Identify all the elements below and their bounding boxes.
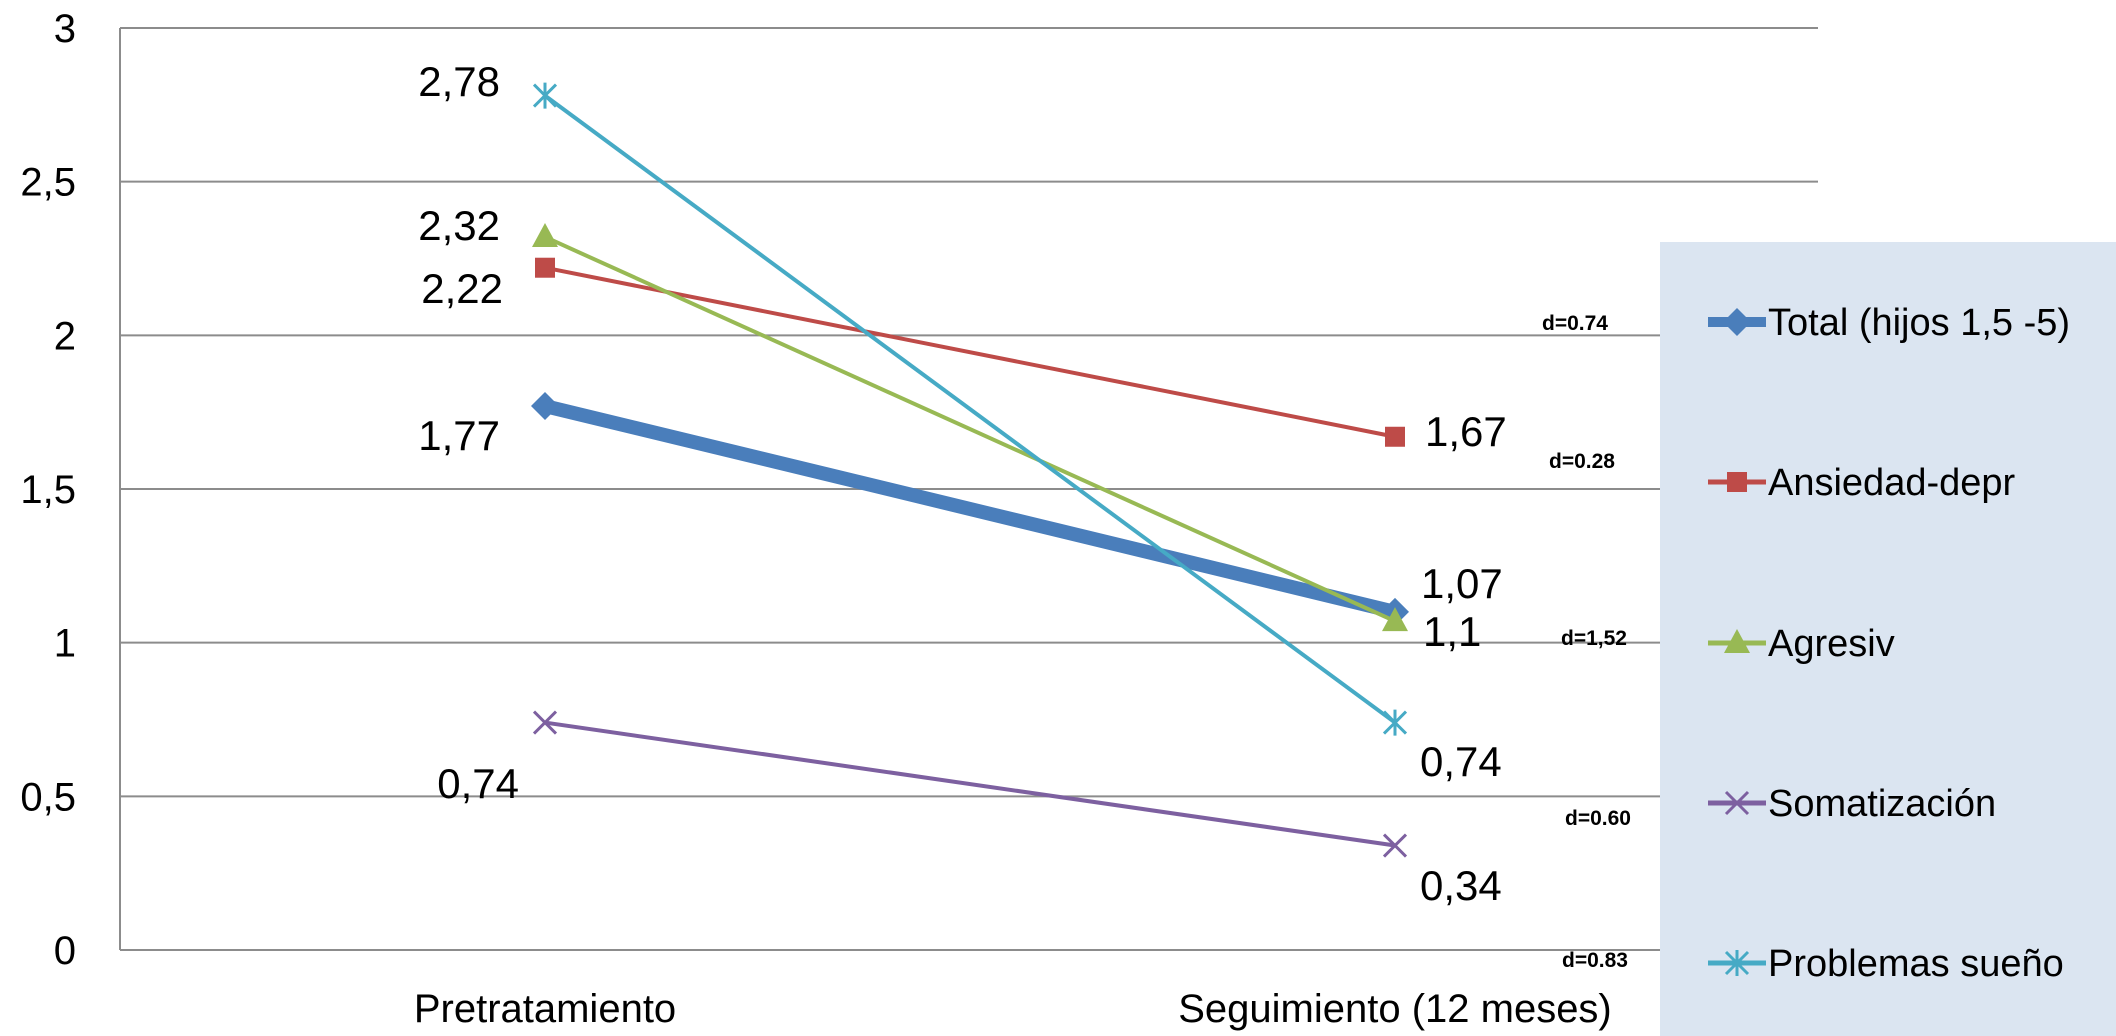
data-label: 0,74 <box>437 760 519 807</box>
data-label: 2,78 <box>418 58 500 105</box>
data-label: 1,67 <box>1425 408 1507 455</box>
diamond-marker <box>1723 308 1751 336</box>
effect-size-label: d=0.74 <box>1542 312 1608 335</box>
legend-item: Problemas sueño <box>1708 943 2064 985</box>
legend-item: Agresiv <box>1708 623 1895 665</box>
legend-label: Ansiedad-depr <box>1768 462 2016 504</box>
y-tick-label: 3 <box>54 7 76 51</box>
y-axis-ticks: 0 0,5 1 1,5 2 2,5 3 <box>20 7 76 973</box>
grid-lines <box>119 27 1818 951</box>
series-4 <box>532 82 1408 736</box>
y-tick-label: 2,5 <box>20 161 76 205</box>
triangle-marker <box>1382 607 1408 632</box>
legend-label: Problemas sueño <box>1768 943 2064 985</box>
x-category-label: Seguimiento (12 meses) <box>1178 987 1612 1031</box>
triangle-marker <box>532 222 558 247</box>
diamond-marker <box>531 392 559 421</box>
effect-size-label: d=0.83 <box>1562 949 1628 972</box>
effect-size-labels: d=0.74 d=0.28 d=1,52 d=0.60 d=0.83 <box>1542 312 1631 972</box>
legend-label: Total (hijos 1,5 -5) <box>1768 302 2070 344</box>
data-label: 1,07 <box>1421 560 1503 607</box>
square-marker <box>535 257 555 278</box>
data-label: 1,1 <box>1423 608 1481 655</box>
data-label: 0,34 <box>1420 862 1502 909</box>
legend: Total (hijos 1,5 -5) Ansiedad-depr Agresiv… <box>1708 302 2070 985</box>
square-marker <box>1385 426 1405 447</box>
data-labels: 1,77 1,1 2,22 1,67 2,32 1,07 0,74 0,34 2,78 0,74 <box>418 58 1507 909</box>
legend-label: Somatización <box>1768 783 1996 825</box>
series-line <box>544 235 1396 623</box>
star-marker <box>1382 709 1408 736</box>
triangle-marker <box>1724 629 1750 653</box>
effect-size-label: d=1,52 <box>1561 627 1627 650</box>
y-tick-label: 1 <box>54 622 76 666</box>
x-marker <box>1724 790 1750 816</box>
x-marker <box>532 710 558 735</box>
legend-item: Somatización <box>1708 783 1996 825</box>
star-marker <box>1724 950 1750 976</box>
series-line <box>543 94 1397 725</box>
series-line <box>544 265 1396 439</box>
star-marker <box>532 82 558 109</box>
series-1 <box>535 257 1405 447</box>
legend-item: Ansiedad-depr <box>1708 462 2016 504</box>
x-category-label: Pretratamiento <box>414 987 676 1031</box>
x-marker <box>1382 833 1408 858</box>
data-label: 2,32 <box>418 202 500 249</box>
square-marker <box>1727 472 1747 492</box>
legend-item: Total (hijos 1,5 -5) <box>1708 302 2070 344</box>
effect-size-label: d=0.60 <box>1565 807 1631 830</box>
effect-size-label: d=0.28 <box>1549 450 1615 473</box>
y-tick-label: 0,5 <box>20 775 76 819</box>
series-line <box>543 399 1397 619</box>
y-tick-label: 1,5 <box>20 468 76 512</box>
y-tick-label: 0 <box>54 929 76 973</box>
y-tick-label: 2 <box>54 314 76 358</box>
series-2 <box>532 222 1408 632</box>
series-line <box>544 720 1396 848</box>
x-axis-categories: Pretratamiento Seguimiento (12 meses) <box>414 987 1612 1031</box>
series-lines <box>531 82 1409 858</box>
legend-label: Agresiv <box>1768 623 1895 665</box>
data-label: 0,74 <box>1420 738 1502 785</box>
data-label: 2,22 <box>421 265 503 312</box>
data-label: 1,77 <box>418 412 500 459</box>
series-3 <box>532 710 1408 858</box>
